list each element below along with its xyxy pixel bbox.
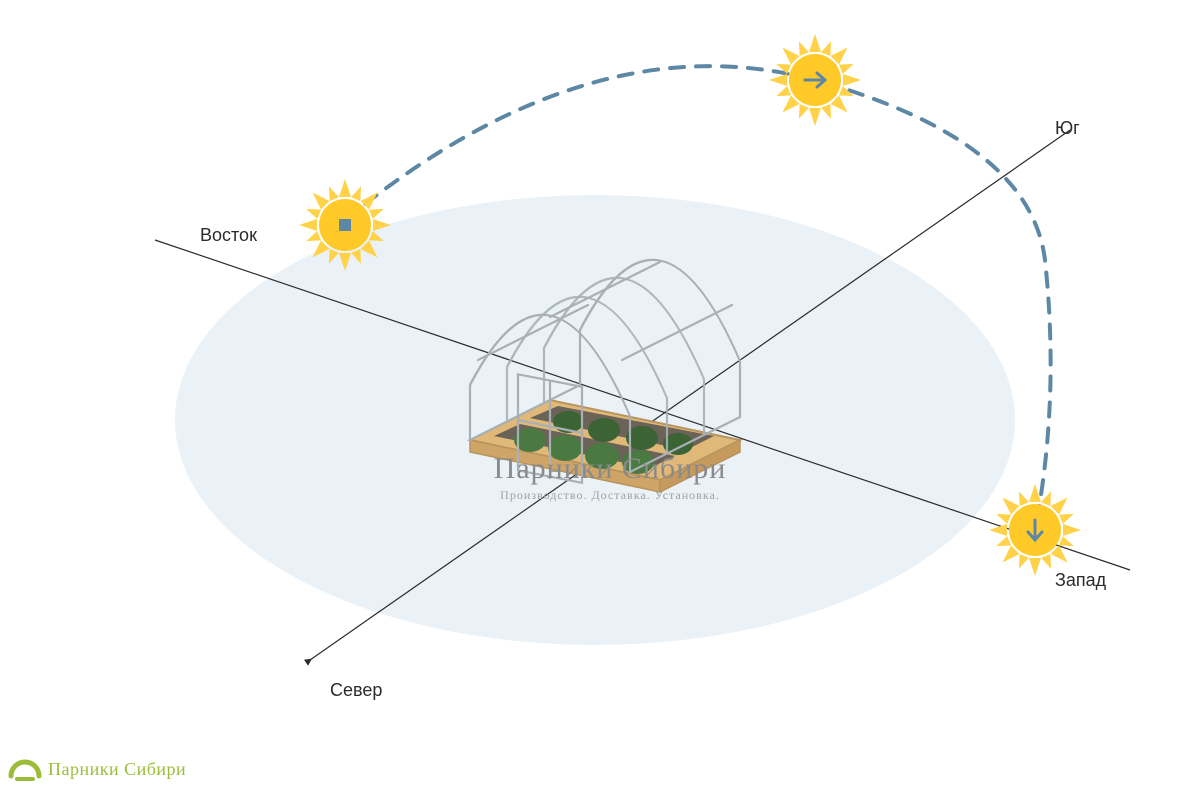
footer-logo-icon (8, 756, 42, 782)
label-south: Юг (1055, 118, 1080, 139)
label-west: Запад (1055, 570, 1106, 591)
stage-svg (0, 0, 1200, 800)
sun-east (299, 179, 391, 271)
footer-logo: Парники Сибири (8, 756, 186, 782)
footer-logo-text: Парники Сибири (48, 759, 186, 780)
label-east: Восток (200, 225, 257, 246)
sun-west (989, 484, 1081, 576)
label-north: Север (330, 680, 382, 701)
sun-east-marker (339, 219, 351, 231)
diagram-canvas: Восток Юг Запад Север Парники Сибири Про… (0, 0, 1200, 800)
sun-south (769, 34, 861, 126)
